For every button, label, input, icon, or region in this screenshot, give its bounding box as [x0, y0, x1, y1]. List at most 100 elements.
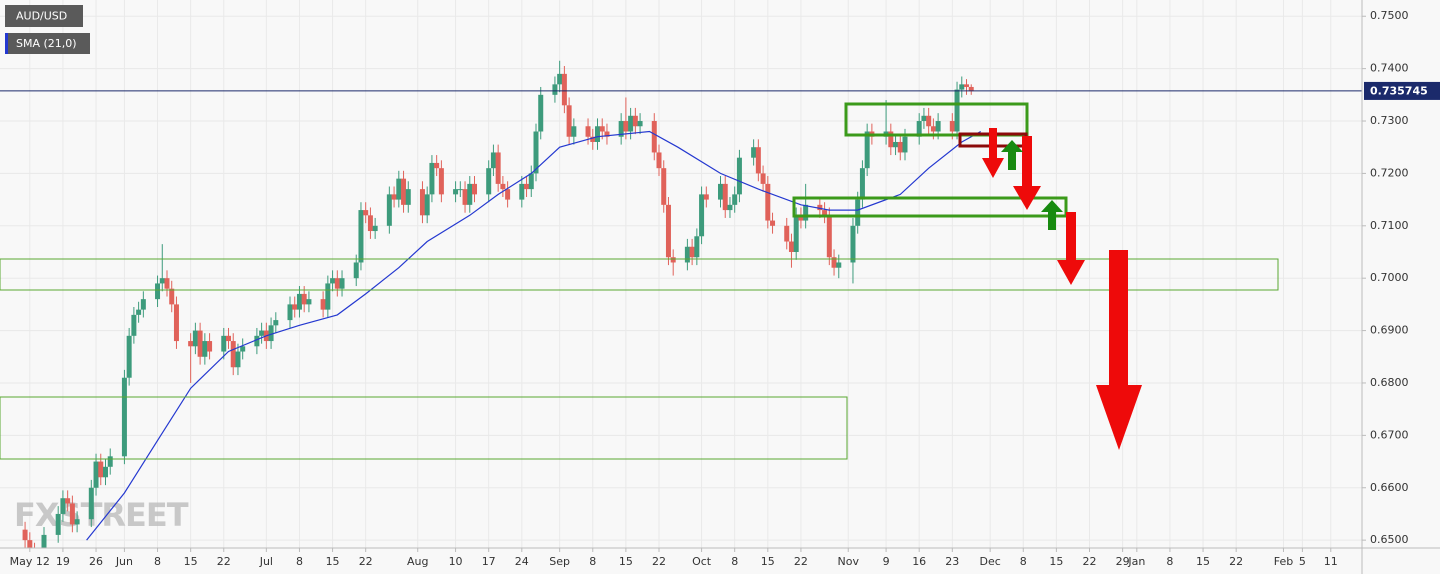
candle-body [760, 173, 766, 184]
candle-body [505, 189, 511, 200]
x-tick-label: 15 [761, 555, 775, 568]
candle-body [949, 121, 955, 132]
support-zone [0, 258, 1279, 291]
candle-body [595, 126, 601, 142]
candle-body [836, 262, 842, 268]
candle-body [954, 89, 960, 132]
candle-body [164, 278, 170, 289]
candle-body [419, 189, 425, 216]
candle-body [490, 152, 496, 169]
candle-body [561, 73, 567, 106]
y-tick-label: 0.7000 [1370, 271, 1409, 284]
candle-body [155, 283, 161, 300]
candle-body [401, 178, 407, 205]
candle-body [107, 456, 113, 467]
x-tick-label: 22 [1083, 555, 1097, 568]
candle-body [60, 498, 66, 514]
candle-body [363, 210, 369, 216]
candle-body [732, 194, 738, 205]
x-tick-label: 22 [652, 555, 666, 568]
candle-body [651, 121, 657, 153]
candle-body [268, 325, 274, 342]
candle-body [173, 304, 179, 342]
x-tick-label: 26 [89, 555, 103, 568]
last-price-box [1364, 81, 1440, 100]
last-price-label: 0.735745 [1370, 84, 1428, 97]
candle-body [391, 194, 397, 200]
legend-label: SMA (21,0) [16, 37, 77, 50]
x-tick-label: 23 [945, 555, 959, 568]
candle-body [623, 121, 629, 132]
x-tick-label: 15 [619, 555, 633, 568]
candle-body [736, 157, 742, 195]
y-tick-label: 0.6500 [1370, 533, 1409, 546]
candle-body [230, 341, 236, 368]
candle-body [207, 341, 213, 352]
candle-body [964, 84, 970, 87]
candle-body [628, 115, 634, 132]
candle-body [590, 136, 596, 142]
candle-body [225, 335, 231, 342]
candle-body [221, 335, 227, 352]
candle-body [240, 346, 246, 352]
x-tick-label: 9 [883, 555, 890, 568]
candle-body [822, 210, 828, 216]
up-arrow [1001, 140, 1023, 170]
candle-body [557, 73, 563, 85]
candle-body [926, 115, 932, 127]
candle-body [893, 141, 899, 148]
candle-body [126, 335, 132, 378]
watermark: FXSTREET [14, 496, 189, 534]
candle-body [930, 126, 936, 132]
x-tick-label: 15 [326, 555, 340, 568]
candle-body [372, 225, 378, 232]
y-tick-label: 0.6800 [1370, 376, 1409, 389]
y-tick-label: 0.7200 [1370, 166, 1409, 179]
candle-body [396, 178, 402, 200]
candle-body [751, 147, 757, 158]
candle-body [571, 126, 577, 137]
range-box [792, 196, 1068, 218]
candle-body [159, 278, 165, 284]
x-tick-label: Jun [115, 555, 133, 568]
x-tick-label: 8 [731, 555, 738, 568]
candle-body [661, 168, 667, 205]
down-arrow [982, 128, 1004, 178]
x-tick-label: Aug [407, 555, 428, 568]
candle-body [793, 215, 799, 252]
x-tick-label: 16 [912, 555, 926, 568]
x-tick-label: 22 [217, 555, 231, 568]
x-tick-label: 8 [154, 555, 161, 568]
x-tick-label: 22 [794, 555, 808, 568]
candle-body [888, 131, 894, 148]
x-tick-label: Feb [1274, 555, 1293, 568]
x-tick-label: Jan [1127, 555, 1145, 568]
candle-body [618, 121, 624, 137]
candle-body [93, 461, 99, 488]
legend-box [5, 33, 90, 54]
legend: AUD/USD SMA (21,0) [5, 5, 90, 54]
candle-body [850, 225, 856, 263]
candle-body [462, 189, 468, 205]
candle-body [136, 309, 142, 315]
candle-body [434, 162, 440, 169]
candle-body [235, 351, 241, 368]
candle-body [670, 257, 676, 263]
candle-body [755, 147, 761, 174]
legend-label: AUD/USD [16, 10, 67, 23]
down-arrow [1096, 250, 1142, 450]
candle-body [197, 330, 203, 357]
candle-body [438, 168, 444, 195]
down-arrow [1013, 136, 1041, 210]
candle-body [334, 278, 340, 289]
candle-body [330, 278, 336, 284]
candle-body [694, 236, 700, 258]
candle-body [325, 283, 331, 310]
candle-body [826, 215, 832, 258]
x-tick-label: Dec [980, 555, 1001, 568]
candle-body [273, 320, 279, 326]
range-box [844, 102, 1029, 137]
candle-body [41, 534, 47, 548]
candle-body [770, 220, 776, 226]
candle-body [699, 194, 705, 237]
